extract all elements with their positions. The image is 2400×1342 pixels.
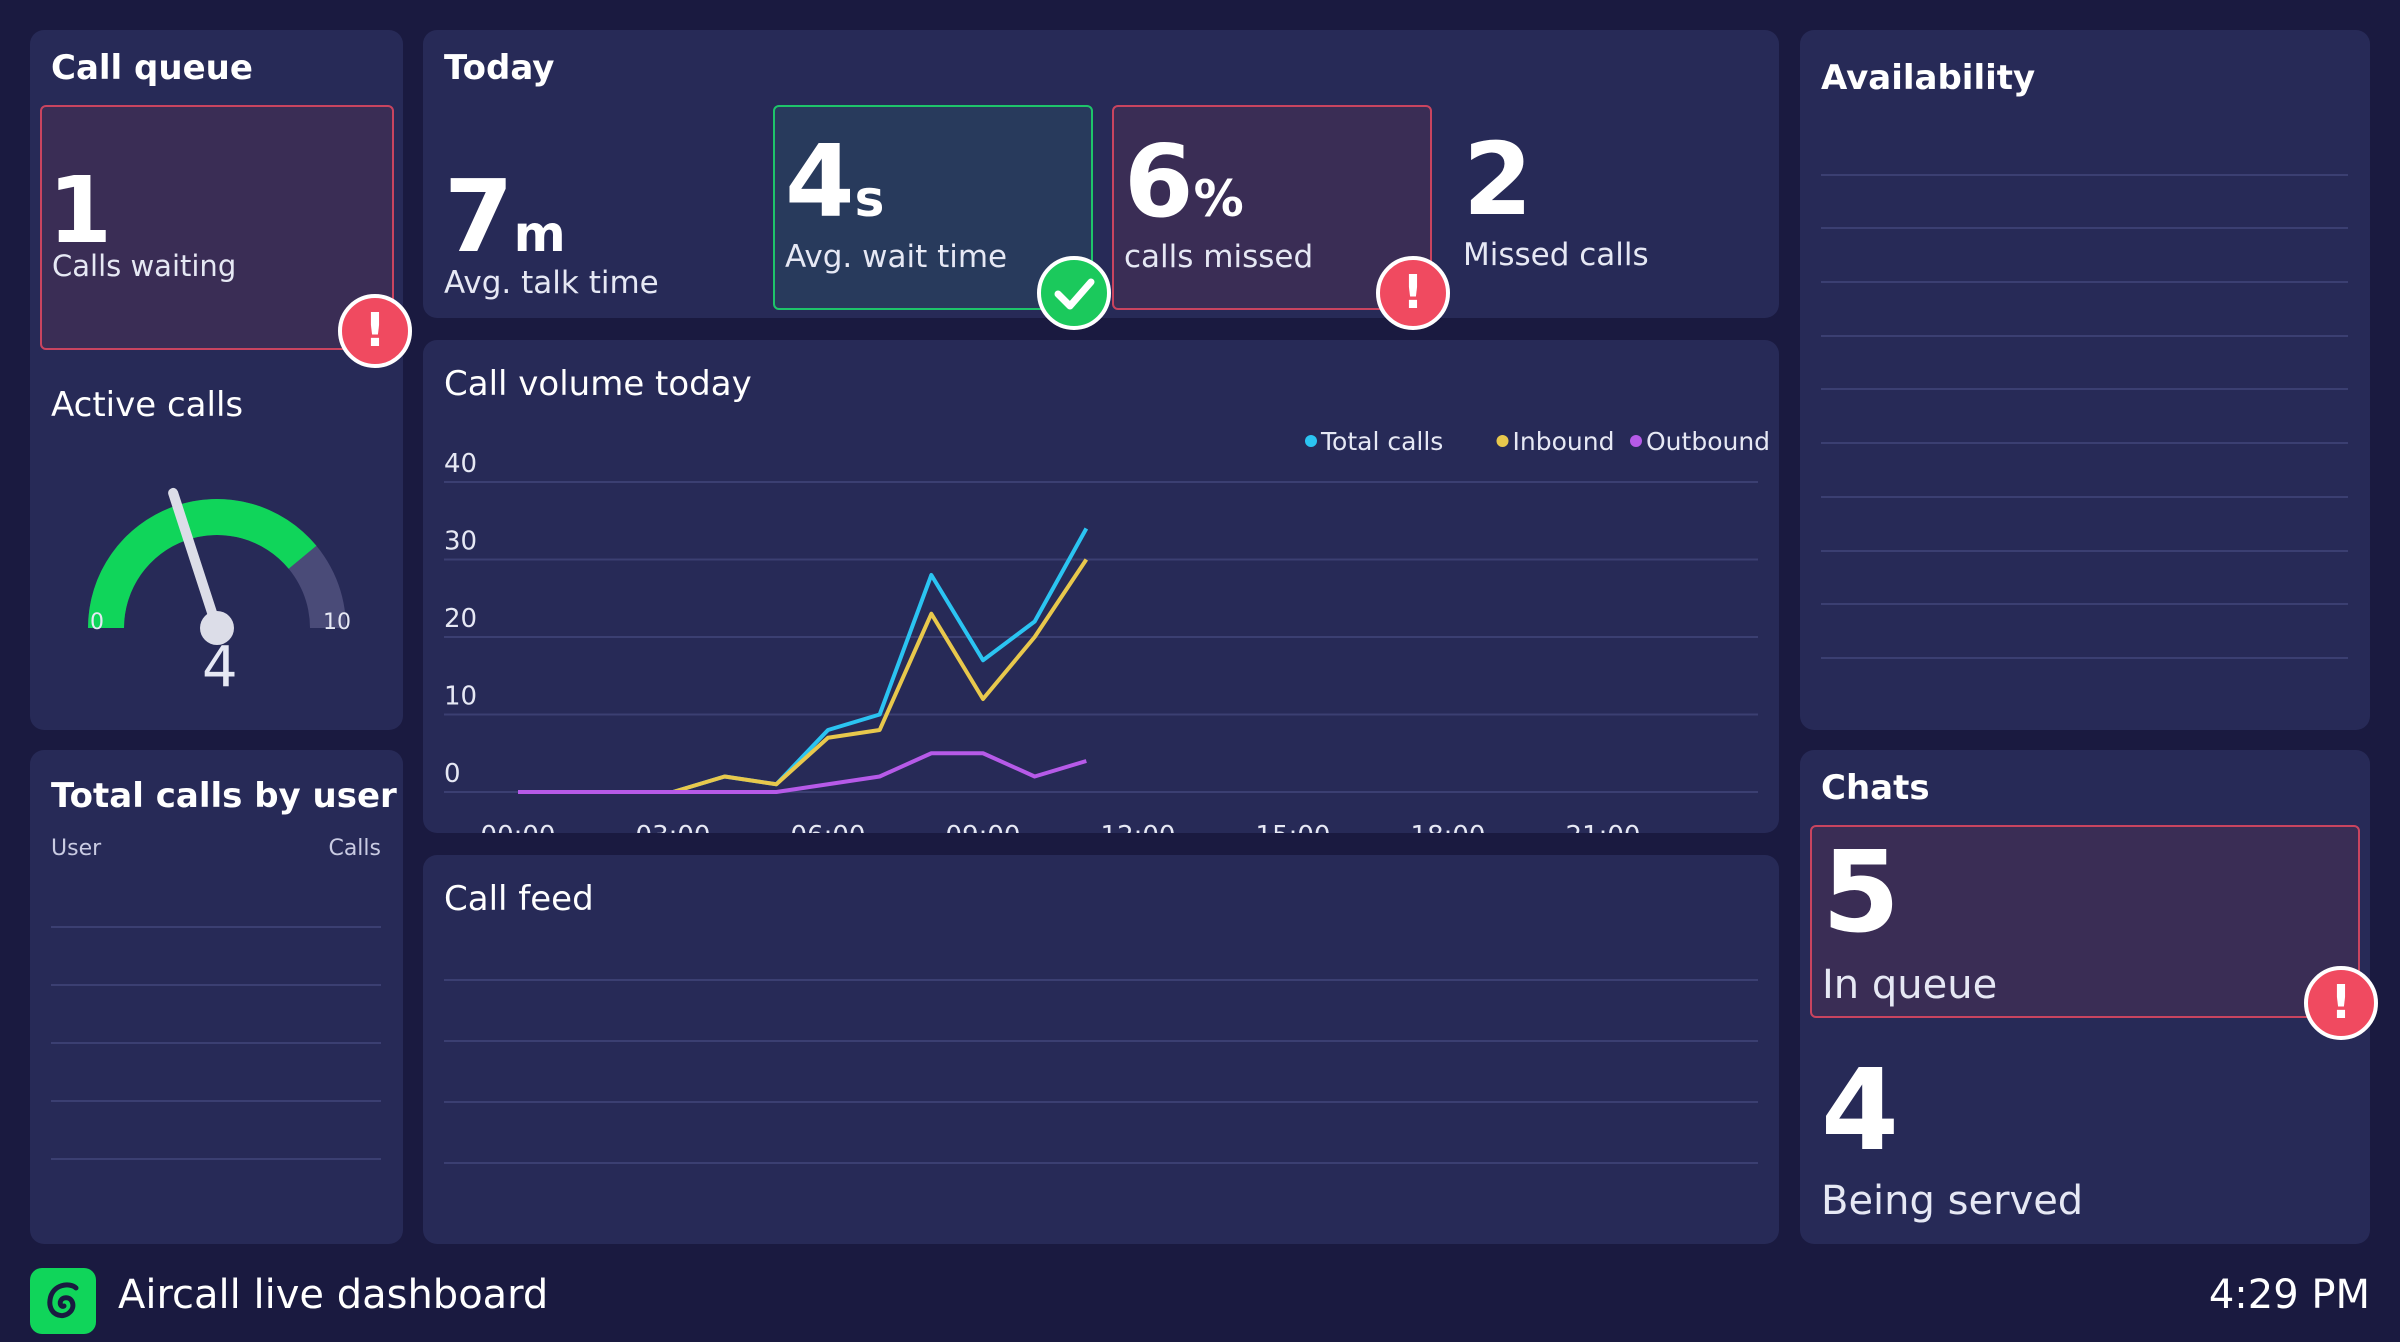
legend-label: Total calls xyxy=(1320,427,1443,456)
list-item xyxy=(1821,603,2348,659)
chats-title: Chats xyxy=(1821,768,1930,808)
calls-missed-pct-label: calls missed xyxy=(1124,239,1314,275)
list-item xyxy=(1821,335,2348,391)
legend-marker xyxy=(1305,435,1317,447)
avg-talk-time-label: Avg. talk time xyxy=(444,265,659,301)
list-item xyxy=(1821,657,2348,711)
table-row xyxy=(444,1040,1758,1103)
missed-calls-label: Missed calls xyxy=(1463,237,1649,273)
avg-wait-time-label: Avg. wait time xyxy=(785,239,1008,275)
calls-waiting-label: Calls waiting xyxy=(52,249,237,283)
table-row xyxy=(444,979,1758,1042)
availability-list xyxy=(1821,120,2348,720)
avg-wait-time-box: 4s Avg. wait time xyxy=(773,105,1093,310)
chats-in-queue-label: In queue xyxy=(1822,962,1998,1008)
call-feed-table xyxy=(444,935,1758,1235)
list-item xyxy=(1821,550,2348,606)
missed-calls-metric: 2 Missed calls xyxy=(1463,105,1763,305)
total-calls-list xyxy=(51,868,381,1238)
app-title: Aircall live dashboard xyxy=(118,1272,549,1318)
chats-being-served-value: 4 xyxy=(1821,1046,1899,1176)
y-tick-label: 20 xyxy=(444,604,477,634)
alert-icon: ! xyxy=(2304,966,2378,1040)
call-feed-title: Call feed xyxy=(444,879,594,919)
today-title: Today xyxy=(444,48,555,88)
availability-title: Availability xyxy=(1821,58,2036,98)
chats-in-queue-box: 5 In queue xyxy=(1810,825,2360,1018)
series-line-outbound xyxy=(518,751,1087,794)
legend-label: Inbound xyxy=(1513,427,1615,456)
calls-missed-pct-value: 6% xyxy=(1124,123,1244,240)
x-tick-label: 09:00 xyxy=(946,821,1021,833)
avg-wait-time-value: 4s xyxy=(785,123,885,240)
chats-in-queue-value: 5 xyxy=(1822,828,1900,958)
active-calls-gauge xyxy=(88,487,346,645)
list-item xyxy=(1821,120,2348,176)
check-icon xyxy=(1037,256,1111,330)
gauge-hub xyxy=(200,611,234,645)
active-calls-title: Active calls xyxy=(51,385,244,425)
y-tick-label: 0 xyxy=(444,759,461,789)
list-item xyxy=(1821,496,2348,552)
clock-time: 4:29 PM xyxy=(2208,1272,2370,1318)
x-tick-label: 06:00 xyxy=(791,821,866,833)
chats-being-served-label: Being served xyxy=(1821,1178,2084,1224)
table-row xyxy=(444,1101,1758,1164)
total-calls-title: Total calls by user xyxy=(51,776,397,816)
legend-marker xyxy=(1496,435,1509,447)
call-feed-panel: Call feed xyxy=(423,855,1779,1244)
list-item xyxy=(1821,442,2348,498)
x-tick-label: 12:00 xyxy=(1101,821,1176,833)
avg-talk-time-value: 7m xyxy=(444,158,566,275)
x-tick-label: 00:00 xyxy=(481,821,556,833)
table-row xyxy=(51,984,381,1044)
table-row xyxy=(444,1162,1758,1223)
availability-panel: Availability xyxy=(1800,30,2370,730)
gauge-min-label: 0 xyxy=(90,610,104,635)
legend-marker xyxy=(1630,435,1642,447)
x-tick-label: 18:00 xyxy=(1411,821,1486,833)
header-calls: Calls xyxy=(328,836,381,861)
call-volume-panel: Call volume today 40 30 20 10 0 00:00 03:00 06:… xyxy=(423,340,1779,833)
alert-icon: ! xyxy=(1376,256,1450,330)
y-tick-label: 10 xyxy=(444,682,477,712)
x-tick-label: 21:00 xyxy=(1566,821,1641,833)
legend-label: Outbound xyxy=(1646,427,1770,456)
alert-icon: ! xyxy=(338,294,412,368)
list-item xyxy=(1821,174,2348,230)
table-row xyxy=(51,1100,381,1160)
calls-waiting-box: 1 Calls waiting xyxy=(40,105,394,350)
total-calls-panel: Total calls by user User Calls xyxy=(30,750,403,1244)
gauge-fill xyxy=(88,499,317,628)
footer-bar: Aircall live dashboard 4:29 PM xyxy=(0,1262,2400,1342)
calls-waiting-value: 1 xyxy=(48,157,113,264)
gauge-needle xyxy=(168,487,222,633)
list-item xyxy=(1821,281,2348,337)
table-row xyxy=(51,926,381,986)
y-tick-label: 40 xyxy=(444,449,477,479)
list-item xyxy=(1821,227,2348,284)
avg-talk-time-metric: 7m Avg. talk time xyxy=(444,105,744,305)
call-volume-title: Call volume today xyxy=(444,364,752,404)
today-panel: Today 7m Avg. talk time 4s Avg. wait tim… xyxy=(423,30,1779,330)
y-tick-label: 30 xyxy=(444,527,477,557)
table-header xyxy=(444,935,1758,981)
missed-calls-value: 2 xyxy=(1463,121,1533,238)
series-line-total-calls xyxy=(518,527,1089,794)
x-tick-label: 03:00 xyxy=(636,821,711,833)
call-volume-chart: 40 30 20 10 0 00:00 03:00 06:00 09:00 12:00 15:00 1… xyxy=(444,427,1770,833)
header-user: User xyxy=(51,836,102,861)
x-tick-label: 15:00 xyxy=(1256,821,1331,833)
list-item xyxy=(1821,389,2348,445)
aircall-logo-icon xyxy=(30,1268,96,1334)
chats-panel: Chats 5 In queue ! 4 Being served xyxy=(1800,750,2378,1244)
table-row xyxy=(51,1158,381,1216)
gauge-max-label: 10 xyxy=(323,610,351,635)
active-calls-value: 4 xyxy=(202,635,238,700)
table-row xyxy=(51,868,381,928)
call-queue-panel: Call queue 1 Calls waiting ! Active call… xyxy=(30,30,412,730)
call-queue-title: Call queue xyxy=(51,48,253,88)
table-row xyxy=(51,1042,381,1102)
calls-missed-pct-box: 6% calls missed xyxy=(1112,105,1432,310)
